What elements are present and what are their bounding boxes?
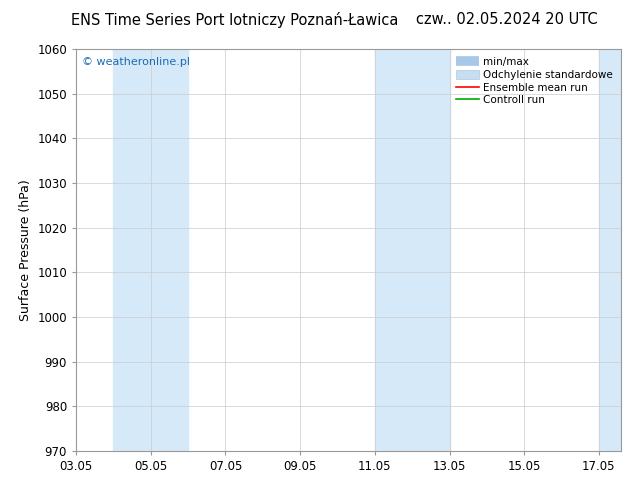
Y-axis label: Surface Pressure (hPa): Surface Pressure (hPa) — [19, 179, 32, 321]
Text: © weatheronline.pl: © weatheronline.pl — [82, 57, 190, 67]
Bar — [375, 49, 450, 451]
Bar — [599, 49, 621, 451]
Text: czw.. 02.05.2024 20 UTC: czw.. 02.05.2024 20 UTC — [417, 12, 598, 27]
Bar — [113, 49, 188, 451]
Text: ENS Time Series Port lotniczy Poznań-Ławica: ENS Time Series Port lotniczy Poznań-Ław… — [71, 12, 398, 28]
Legend: min/max, Odchylenie standardowe, Ensemble mean run, Controll run: min/max, Odchylenie standardowe, Ensembl… — [453, 54, 616, 108]
